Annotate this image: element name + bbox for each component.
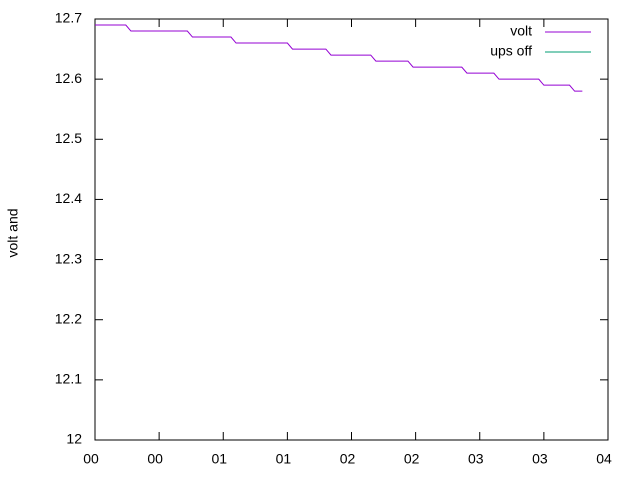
series-line (95, 24, 583, 92)
y-tick-label: 12 (66, 431, 82, 447)
x-tick-label: 03 (532, 451, 548, 467)
x-tick-label: 02 (340, 451, 356, 467)
plot-border (94, 18, 609, 441)
y-tick-label: 12.2 (55, 310, 82, 326)
x-tick-label: 02 (404, 451, 420, 467)
x-tick-label: 00 (83, 451, 99, 467)
y-tick-label: 12.5 (55, 130, 82, 146)
y-axis-label: volt and (5, 208, 21, 257)
x-tick-label: 01 (276, 451, 292, 467)
y-tick-label: 12.3 (55, 250, 82, 266)
y-tick-label: 12.7 (55, 10, 82, 26)
y-tick-label: 12.4 (55, 190, 82, 206)
x-tick-label: 00 (147, 451, 163, 467)
x-tick-label: 03 (468, 451, 484, 467)
y-tick-label: 12.1 (55, 371, 82, 387)
x-tick-label: 01 (211, 451, 227, 467)
x-tick-label: 04 (596, 451, 612, 467)
y-tick-label: 12.6 (55, 70, 82, 86)
legend-label: ups off (490, 43, 532, 59)
legend-label: volt (510, 23, 532, 39)
